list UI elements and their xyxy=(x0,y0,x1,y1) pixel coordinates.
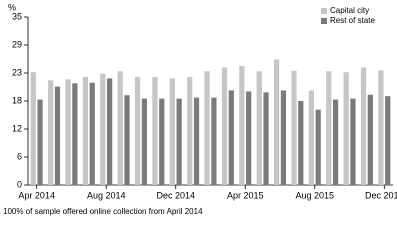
bar xyxy=(37,99,43,185)
bar xyxy=(204,71,210,185)
bar xyxy=(343,72,349,185)
y-tick-label: 18 xyxy=(12,95,22,105)
bar xyxy=(274,59,280,185)
legend-swatch xyxy=(321,18,327,24)
bar xyxy=(378,70,384,185)
y-tick-label: 0 xyxy=(17,179,22,189)
y-tick-label: 35 xyxy=(12,11,22,21)
bar xyxy=(332,99,339,185)
x-tick-label: Aug 2014 xyxy=(87,190,126,200)
bar xyxy=(221,67,228,185)
bar xyxy=(152,77,158,185)
bar xyxy=(211,97,217,185)
footnote: 100% of sample offered online collection… xyxy=(3,207,203,216)
bar xyxy=(350,98,356,185)
y-tick-label: 29 xyxy=(12,39,22,49)
bar xyxy=(246,91,252,185)
chart: % 100% of sample offered online collecti… xyxy=(3,2,397,216)
bar xyxy=(117,71,123,185)
bar xyxy=(124,95,130,185)
bar xyxy=(141,98,147,185)
bar xyxy=(107,78,113,185)
bar xyxy=(315,109,321,185)
bar xyxy=(228,90,234,185)
bar xyxy=(367,94,373,185)
x-tick-label: Apr 2015 xyxy=(227,190,264,200)
bar xyxy=(187,77,193,185)
x-tick-label: Apr 2014 xyxy=(18,190,55,200)
bar xyxy=(30,72,36,185)
x-tick-label: Aug 2015 xyxy=(296,190,335,200)
y-tick-label: 6 xyxy=(17,151,22,161)
bar xyxy=(159,98,165,185)
bar xyxy=(308,90,314,185)
bar xyxy=(256,71,262,185)
y-tick-label: 12 xyxy=(12,123,22,133)
bar xyxy=(193,97,200,185)
bar xyxy=(176,98,182,185)
bar xyxy=(169,78,175,185)
legend-label: Rest of state xyxy=(330,16,375,25)
bar xyxy=(291,70,297,185)
bar xyxy=(134,77,141,185)
bar xyxy=(89,82,95,185)
bar xyxy=(82,77,89,185)
bar xyxy=(385,96,391,185)
bar xyxy=(280,90,287,185)
bar xyxy=(263,92,269,185)
bar xyxy=(298,101,304,185)
bar xyxy=(48,80,54,185)
bar xyxy=(54,86,61,185)
legend-swatch xyxy=(321,8,327,14)
bar xyxy=(65,79,71,185)
bar xyxy=(100,73,106,185)
legend-label: Capital city xyxy=(330,6,369,15)
y-axis-label: % xyxy=(8,2,16,12)
bar xyxy=(239,65,245,185)
bar xyxy=(360,67,367,185)
x-tick-label: Dec 2014 xyxy=(156,190,195,200)
x-tick-label: Dec 2015 xyxy=(365,190,397,200)
bar xyxy=(326,71,332,185)
y-tick-label: 23 xyxy=(12,67,22,77)
bar xyxy=(72,83,78,185)
